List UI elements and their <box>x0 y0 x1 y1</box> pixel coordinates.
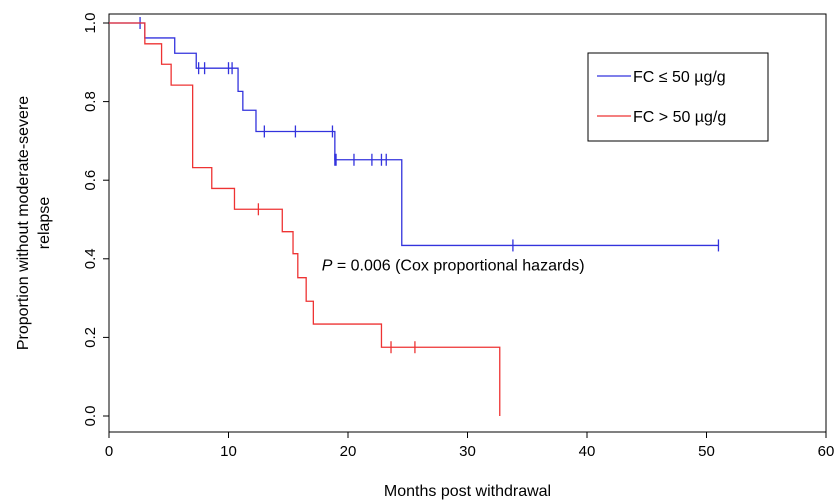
p-value-text: = 0.006 (Cox proportional hazards) <box>332 258 584 275</box>
x-axis-ticks: 0 10 20 30 40 50 60 <box>105 432 835 460</box>
y-tick-label: 0.2 <box>82 327 99 348</box>
series-layer <box>109 17 720 416</box>
y-tick-label: 0.0 <box>82 406 99 427</box>
x-axis-label: Months post withdrawal <box>384 483 551 500</box>
x-tick-label: 60 <box>818 443 835 460</box>
x-tick-label: 0 <box>105 443 113 460</box>
p-value-symbol: P <box>322 258 333 275</box>
p-value-annotation: P = 0.006 (Cox proportional hazards) <box>322 258 585 275</box>
survival-curve <box>109 22 719 247</box>
x-tick-label: 40 <box>579 443 596 460</box>
x-tick-label: 20 <box>340 443 357 460</box>
y-axis-label-line-2: relapse <box>36 197 53 250</box>
legend: FC ≤ 50 µg/g FC > 50 µg/g <box>587 52 769 142</box>
legend-label-fc-low: FC ≤ 50 µg/g <box>633 69 726 86</box>
y-tick-label: 0.8 <box>82 91 99 112</box>
y-axis-ticks: 0.0 0.2 0.4 0.6 0.8 1.0 <box>82 13 109 427</box>
x-tick-label: 30 <box>459 443 476 460</box>
y-tick-label: 0.6 <box>82 170 99 191</box>
legend-box <box>587 52 769 142</box>
x-tick-label: 10 <box>220 443 237 460</box>
y-tick-label: 1.0 <box>82 13 99 34</box>
y-axis-label-line-1: Proportion without moderate-severe <box>15 96 32 350</box>
series-1 <box>109 22 501 416</box>
x-tick-label: 50 <box>698 443 715 460</box>
survival-curve <box>109 22 501 416</box>
y-tick-label: 0.4 <box>82 248 99 269</box>
legend-label-fc-high: FC > 50 µg/g <box>633 109 726 126</box>
series-0 <box>109 17 720 252</box>
